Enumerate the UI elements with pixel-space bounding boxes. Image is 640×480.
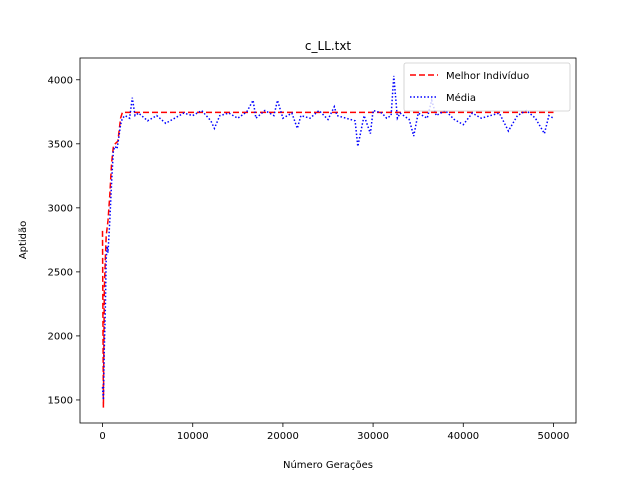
chart-title: c_LL.txt [305, 39, 352, 53]
x-tick-label: 20000 [267, 431, 299, 442]
y-tick-label: 1500 [48, 395, 73, 406]
legend-label-melhor-individuo: Melhor Indivíduo [446, 70, 529, 82]
x-tick-label: 40000 [447, 431, 479, 442]
y-tick-label: 4000 [48, 75, 73, 86]
series-line-1 [101, 75, 554, 400]
y-axis-title: Aptidão [18, 221, 29, 259]
series-line-0 [101, 111, 554, 408]
y-tick-label: 2000 [48, 331, 73, 342]
x-axis: 0 10000 20000 30000 40000 50000 [99, 423, 569, 442]
legend-label-media: Média [446, 92, 476, 104]
plot-frame [79, 57, 577, 424]
series-layer [101, 75, 554, 408]
y-tick-label: 3000 [48, 203, 73, 214]
y-axis: 1500 2000 2500 3000 3500 4000 [48, 75, 80, 406]
x-tick-label: 0 [99, 431, 105, 442]
y-tick-label: 2500 [48, 267, 73, 278]
x-axis-title: Número Gerações [283, 459, 373, 471]
legend: Melhor Indivíduo Média [403, 62, 571, 112]
y-tick-label: 3500 [48, 139, 73, 150]
x-tick-label: 30000 [357, 431, 389, 442]
x-tick-label: 50000 [538, 431, 570, 442]
legend-box [403, 62, 571, 112]
x-tick-label: 10000 [177, 431, 209, 442]
